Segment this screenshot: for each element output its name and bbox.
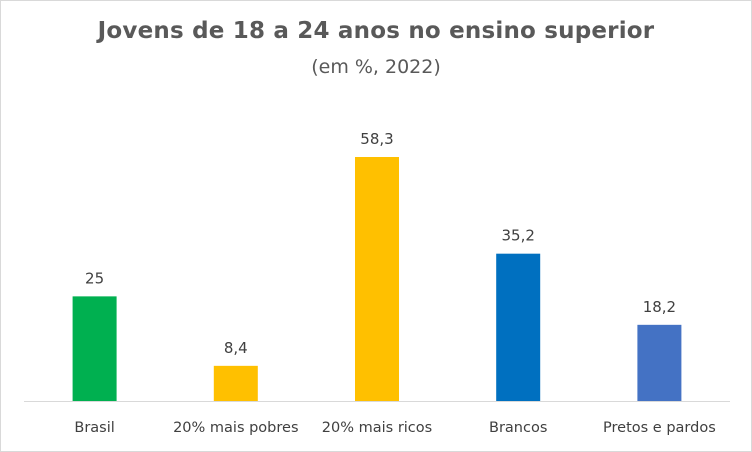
bar-4 [637, 324, 682, 401]
bar-1 [213, 365, 258, 401]
data-label-2: 58,3 [360, 130, 393, 148]
bar-0 [72, 296, 117, 401]
chart-title: Jovens de 18 a 24 anos no ensino superio… [97, 18, 655, 44]
data-label-3: 35,2 [501, 227, 534, 245]
category-label-2: 20% mais ricos [322, 420, 432, 436]
bar-2 [355, 157, 399, 401]
category-label-3: Brancos [489, 420, 547, 436]
bar-3 [496, 253, 541, 401]
data-label-1: 8,4 [224, 339, 248, 357]
data-label-4: 18,2 [643, 298, 676, 316]
chart-subtitle: (em %, 2022) [311, 56, 441, 78]
category-label-0: Brasil [74, 420, 114, 436]
category-label-1: 20% mais pobres [173, 420, 298, 436]
data-label-0: 25 [85, 269, 104, 287]
category-label-4: Pretos e pardos [603, 420, 716, 436]
